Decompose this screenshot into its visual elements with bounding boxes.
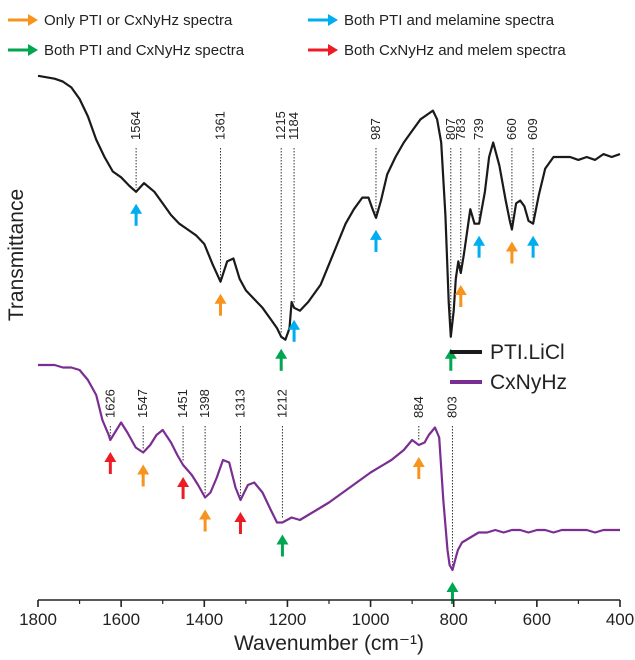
arrow-legend-item-3: Both CxNyHz and melem spectra bbox=[308, 42, 566, 59]
arrow-legend: Only PTI or CxNyHz spectra Both PTI and m… bbox=[8, 12, 566, 59]
peak-arrow-7 bbox=[473, 235, 486, 258]
peak-arrow-14 bbox=[234, 512, 247, 534]
peak-label-6: 783 bbox=[453, 118, 468, 140]
peak-arrow-13 bbox=[199, 509, 212, 532]
x-axis: 1800 1600 1400 1200 1000 800 600 400 bbox=[19, 599, 634, 629]
arrow-legend-label-1: Both PTI and melamine spectra bbox=[344, 12, 555, 29]
peak-marker-lines bbox=[109, 148, 534, 566]
series-legend: PTI.LiCl CxNyHz bbox=[450, 341, 567, 394]
peak-arrow-8 bbox=[505, 241, 518, 264]
peak-arrow-16 bbox=[412, 457, 425, 479]
peak-arrow-17 bbox=[446, 582, 459, 604]
arrow-legend-item-0: Only PTI or CxNyHz spectra bbox=[8, 12, 233, 29]
peak-label-8: 660 bbox=[504, 118, 519, 140]
x-axis-title: Wavenumber (cm⁻¹) bbox=[234, 632, 424, 655]
peak-arrows bbox=[104, 203, 540, 604]
peak-arrow-15 bbox=[276, 534, 289, 557]
arrow-legend-item-1: Both PTI and melamine spectra bbox=[308, 12, 555, 29]
legend-label-cxnyhz: CxNyHz bbox=[490, 371, 567, 394]
peak-label-5: 807 bbox=[443, 118, 458, 140]
peak-arrow-2 bbox=[275, 348, 288, 371]
peak-label-12: 1451 bbox=[175, 389, 190, 418]
peak-label-3: 1184 bbox=[286, 112, 301, 140]
arrow-legend-label-3: Both CxNyHz and melem spectra bbox=[344, 42, 566, 59]
series-line-0 bbox=[37, 74, 621, 341]
peak-arrow-11 bbox=[137, 464, 150, 487]
peak-arrow-9 bbox=[527, 235, 540, 258]
peak-arrow-0 bbox=[130, 203, 143, 226]
series-line-1 bbox=[38, 363, 620, 572]
spectra-series bbox=[37, 74, 621, 572]
peak-arrow-1 bbox=[214, 293, 227, 316]
peak-label-11: 1547 bbox=[135, 389, 150, 418]
peak-label-15: 1212 bbox=[274, 389, 289, 418]
x-tick-label-7: 400 bbox=[606, 610, 634, 629]
peak-label-16: 884 bbox=[411, 396, 426, 418]
y-axis-title: Transmittance bbox=[5, 189, 28, 321]
peak-label-4: 987 bbox=[368, 118, 383, 140]
peak-label-7: 739 bbox=[471, 118, 486, 140]
peak-label-17: 803 bbox=[444, 396, 459, 418]
arrow-legend-label-2: Both PTI and CxNyHz spectra bbox=[44, 42, 245, 59]
peak-arrow-4 bbox=[369, 229, 382, 252]
peak-label-14: 1313 bbox=[232, 389, 247, 418]
peak-label-10: 1626 bbox=[102, 389, 117, 418]
peak-label-9: 609 bbox=[525, 118, 540, 140]
peak-label-2: 1215 bbox=[273, 111, 288, 140]
peak-label-0: 1564 bbox=[128, 111, 143, 140]
x-tick-label-3: 1200 bbox=[269, 610, 307, 629]
x-tick-label-4: 1000 bbox=[352, 610, 390, 629]
peak-arrow-12 bbox=[177, 477, 190, 499]
peak-arrow-6 bbox=[454, 285, 467, 307]
arrow-legend-item-2: Both PTI and CxNyHz spectra bbox=[8, 42, 245, 59]
x-tick-label-0: 1800 bbox=[19, 610, 57, 629]
peak-label-13: 1398 bbox=[197, 389, 212, 418]
peak-label-1: 1361 bbox=[212, 111, 227, 140]
peak-arrow-10 bbox=[104, 452, 117, 474]
legend-label-pti: PTI.LiCl bbox=[490, 341, 565, 364]
x-tick-label-5: 800 bbox=[440, 610, 468, 629]
arrow-legend-label-0: Only PTI or CxNyHz spectra bbox=[44, 12, 233, 29]
peak-arrow-3 bbox=[288, 319, 301, 342]
x-tick-label-2: 1400 bbox=[185, 610, 223, 629]
x-tick-label-6: 600 bbox=[523, 610, 551, 629]
x-tick-label-1: 1600 bbox=[102, 610, 140, 629]
